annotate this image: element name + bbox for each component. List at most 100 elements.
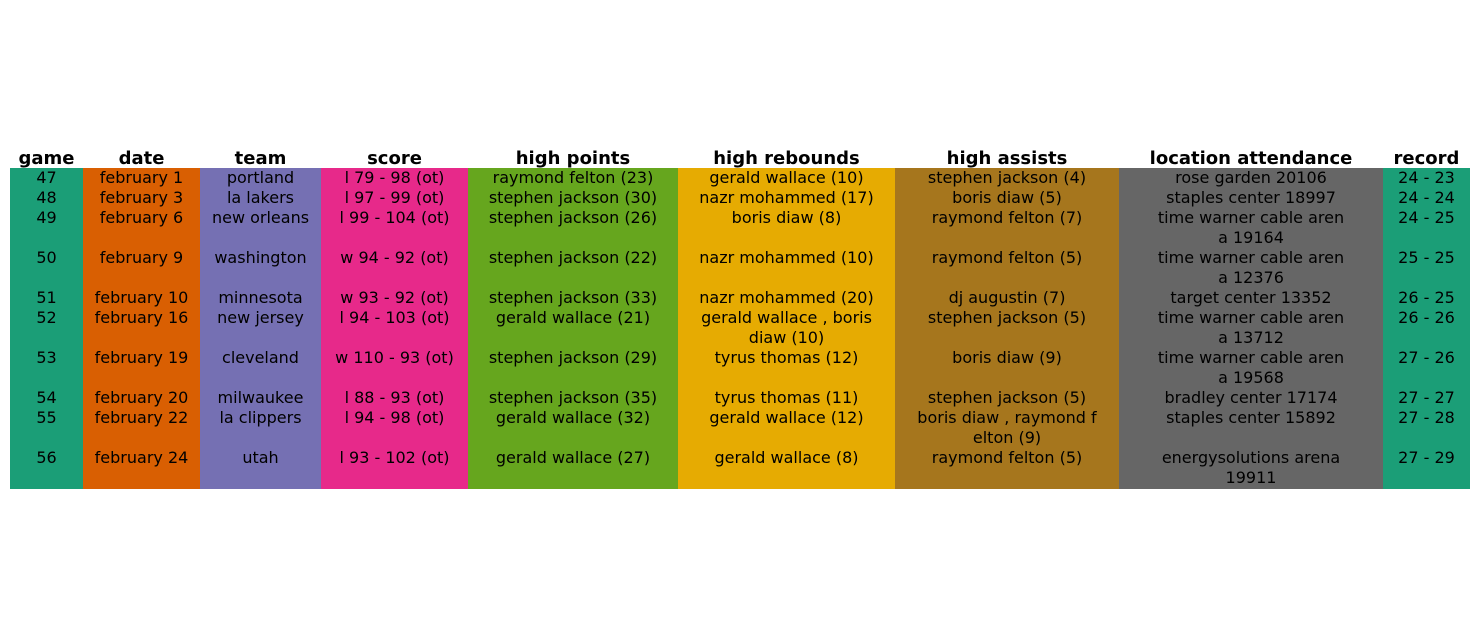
table-body: 47 february 1 portland l 79 - 98 (ot) raymon… bbox=[36, 168, 1455, 487]
cell-high-rebounds: gerald wallace (12) bbox=[709, 408, 863, 427]
cell-location-attendance: time warner cable aren bbox=[1158, 308, 1344, 327]
cell-record: 24 - 24 bbox=[1398, 188, 1455, 207]
column-header-team: team bbox=[235, 148, 287, 169]
column-band-date bbox=[83, 168, 200, 489]
cell-team: washington bbox=[214, 248, 306, 267]
cell-high-rebounds: gerald wallace (10) bbox=[709, 168, 863, 187]
cell-location-attendance: target center 13352 bbox=[1170, 288, 1331, 307]
cell-score: l 93 - 102 (ot) bbox=[339, 448, 449, 467]
cell-record: 26 - 25 bbox=[1398, 288, 1455, 307]
cell-location-attendance: energysolutions arena bbox=[1162, 448, 1340, 467]
cell-location-attendance: 19911 bbox=[1226, 468, 1277, 487]
column-band-high-rebounds bbox=[678, 168, 895, 489]
cell-game: 56 bbox=[36, 448, 56, 467]
cell-date: february 9 bbox=[100, 248, 183, 267]
cell-high-assists: stephen jackson (5) bbox=[928, 388, 1086, 407]
cell-date: february 24 bbox=[95, 448, 189, 467]
cell-location-attendance: staples center 18997 bbox=[1166, 188, 1336, 207]
cell-date: february 6 bbox=[100, 208, 183, 227]
cell-location-attendance: a 19164 bbox=[1218, 228, 1284, 247]
column-band-record bbox=[1383, 168, 1470, 489]
cell-game: 50 bbox=[36, 248, 56, 267]
cell-record: 24 - 25 bbox=[1398, 208, 1455, 227]
cell-high-points: stephen jackson (22) bbox=[489, 248, 657, 267]
cell-date: february 16 bbox=[95, 308, 189, 327]
cell-score: l 99 - 104 (ot) bbox=[339, 208, 449, 227]
cell-game: 47 bbox=[36, 168, 56, 187]
cell-high-assists: elton (9) bbox=[973, 428, 1041, 447]
column-header-record: record bbox=[1394, 148, 1460, 169]
cell-record: 27 - 27 bbox=[1398, 388, 1455, 407]
cell-location-attendance: rose garden 20106 bbox=[1175, 168, 1327, 187]
column-header-high-rebounds: high rebounds bbox=[713, 148, 860, 169]
cell-score: w 93 - 92 (ot) bbox=[340, 288, 448, 307]
table-row: 49 february 6 new orleans l 99 - 104 (ot) st… bbox=[36, 208, 1455, 247]
cell-high-points: stephen jackson (33) bbox=[489, 288, 657, 307]
cell-record: 27 - 26 bbox=[1398, 348, 1455, 367]
cell-team: portland bbox=[227, 168, 294, 187]
cell-location-attendance: a 19568 bbox=[1218, 368, 1284, 387]
cell-record: 27 - 28 bbox=[1398, 408, 1455, 427]
cell-high-assists: raymond felton (5) bbox=[932, 248, 1082, 267]
cell-high-points: gerald wallace (32) bbox=[496, 408, 650, 427]
cell-team: minnesota bbox=[218, 288, 302, 307]
cell-team: la lakers bbox=[227, 188, 294, 207]
cell-location-attendance: a 13712 bbox=[1218, 328, 1284, 347]
cell-high-assists: dj augustin (7) bbox=[949, 288, 1066, 307]
column-band-high-assists bbox=[895, 168, 1119, 489]
cell-game: 55 bbox=[36, 408, 56, 427]
cell-game: 49 bbox=[36, 208, 56, 227]
cell-game: 52 bbox=[36, 308, 56, 327]
cell-high-rebounds: nazr mohammed (20) bbox=[699, 288, 873, 307]
cell-high-assists: boris diaw , raymond f bbox=[917, 408, 1097, 427]
cell-high-rebounds: gerald wallace , boris bbox=[701, 308, 872, 327]
cell-location-attendance: a 12376 bbox=[1218, 268, 1284, 287]
cell-score: w 110 - 93 (ot) bbox=[335, 348, 454, 367]
cell-high-points: stephen jackson (29) bbox=[489, 348, 657, 367]
cell-game: 48 bbox=[36, 188, 56, 207]
cell-high-rebounds: nazr mohammed (10) bbox=[699, 248, 873, 267]
cell-game: 54 bbox=[36, 388, 56, 407]
cell-high-points: stephen jackson (30) bbox=[489, 188, 657, 207]
table-row: 51 february 10 minnesota w 93 - 92 (ot) step… bbox=[36, 288, 1455, 307]
cell-record: 27 - 29 bbox=[1398, 448, 1455, 467]
cell-record: 26 - 26 bbox=[1398, 308, 1455, 327]
cell-date: february 3 bbox=[100, 188, 183, 207]
cell-location-attendance: staples center 15892 bbox=[1166, 408, 1336, 427]
table-row: 55 february 22 la clippers l 94 - 98 (ot) ge… bbox=[36, 408, 1455, 447]
column-header-score: score bbox=[367, 148, 422, 169]
cell-team: new jersey bbox=[217, 308, 304, 327]
cell-high-assists: stephen jackson (5) bbox=[928, 308, 1086, 327]
cell-high-assists: boris diaw (9) bbox=[952, 348, 1062, 367]
column-header-date: date bbox=[119, 148, 165, 169]
column-band-score bbox=[321, 168, 468, 489]
cell-game: 51 bbox=[36, 288, 56, 307]
cell-score: l 94 - 98 (ot) bbox=[345, 408, 445, 427]
cell-team: cleveland bbox=[222, 348, 299, 367]
table-row: 56 february 24 utah l 93 - 102 (ot) gerald w… bbox=[36, 448, 1455, 487]
column-header-high-points: high points bbox=[516, 148, 631, 169]
cell-high-rebounds: nazr mohammed (17) bbox=[699, 188, 873, 207]
cell-score: l 88 - 93 (ot) bbox=[345, 388, 445, 407]
cell-score: w 94 - 92 (ot) bbox=[340, 248, 448, 267]
cell-team: new orleans bbox=[212, 208, 309, 227]
column-header-high-assists: high assists bbox=[947, 148, 1068, 169]
table-row: 53 february 19 cleveland w 110 - 93 (ot) ste… bbox=[36, 348, 1455, 387]
cell-high-points: gerald wallace (27) bbox=[496, 448, 650, 467]
cell-score: l 97 - 99 (ot) bbox=[345, 188, 445, 207]
column-header-location-attendance: location attendance bbox=[1150, 148, 1353, 169]
cell-high-rebounds: boris diaw (8) bbox=[732, 208, 842, 227]
cell-high-rebounds: tyrus thomas (12) bbox=[715, 348, 859, 367]
column-band-high-points bbox=[468, 168, 678, 489]
cell-high-rebounds: tyrus thomas (11) bbox=[715, 388, 859, 407]
cell-score: l 79 - 98 (ot) bbox=[345, 168, 445, 187]
cell-score: l 94 - 103 (ot) bbox=[339, 308, 449, 327]
cell-team: la clippers bbox=[219, 408, 301, 427]
column-band-team bbox=[200, 168, 321, 489]
cell-high-rebounds: diaw (10) bbox=[749, 328, 824, 347]
table-row: 50 february 9 washington w 94 - 92 (ot) step… bbox=[36, 248, 1455, 287]
cell-high-points: stephen jackson (26) bbox=[489, 208, 657, 227]
cell-record: 24 - 23 bbox=[1398, 168, 1455, 187]
cell-high-assists: raymond felton (5) bbox=[932, 448, 1082, 467]
cell-team: utah bbox=[242, 448, 278, 467]
